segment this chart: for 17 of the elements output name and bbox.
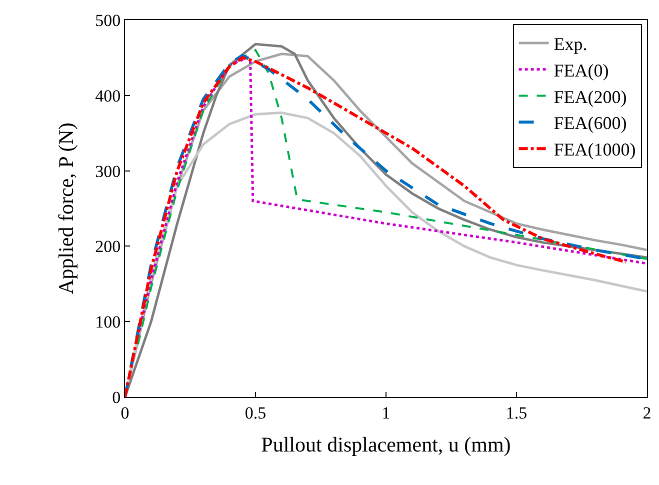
- y-tick-label: 500: [95, 10, 121, 30]
- x-tick-label: 2: [642, 403, 652, 422]
- legend-label: FEA(600): [554, 113, 627, 134]
- x-tick-label: 1.5: [506, 403, 528, 422]
- y-tick-label: 400: [95, 86, 121, 106]
- y-tick-label: 200: [95, 237, 121, 256]
- x-axis-title: Pullout displacement, u (mm): [261, 432, 511, 457]
- legend-label: Exp.: [554, 34, 588, 54]
- y-tick-label: 0: [112, 388, 121, 407]
- x-tick-label: 1: [382, 403, 390, 422]
- x-tick-label: 0.5: [244, 403, 266, 422]
- y-tick-label: 300: [95, 162, 121, 181]
- y-axis-title: Applied force, P (N): [54, 122, 78, 294]
- legend-label: FEA(1000): [554, 140, 636, 160]
- legend-label: FEA(0): [554, 60, 609, 80]
- legend-label: FEA(200): [554, 86, 627, 107]
- y-tick-label: 100: [95, 312, 121, 332]
